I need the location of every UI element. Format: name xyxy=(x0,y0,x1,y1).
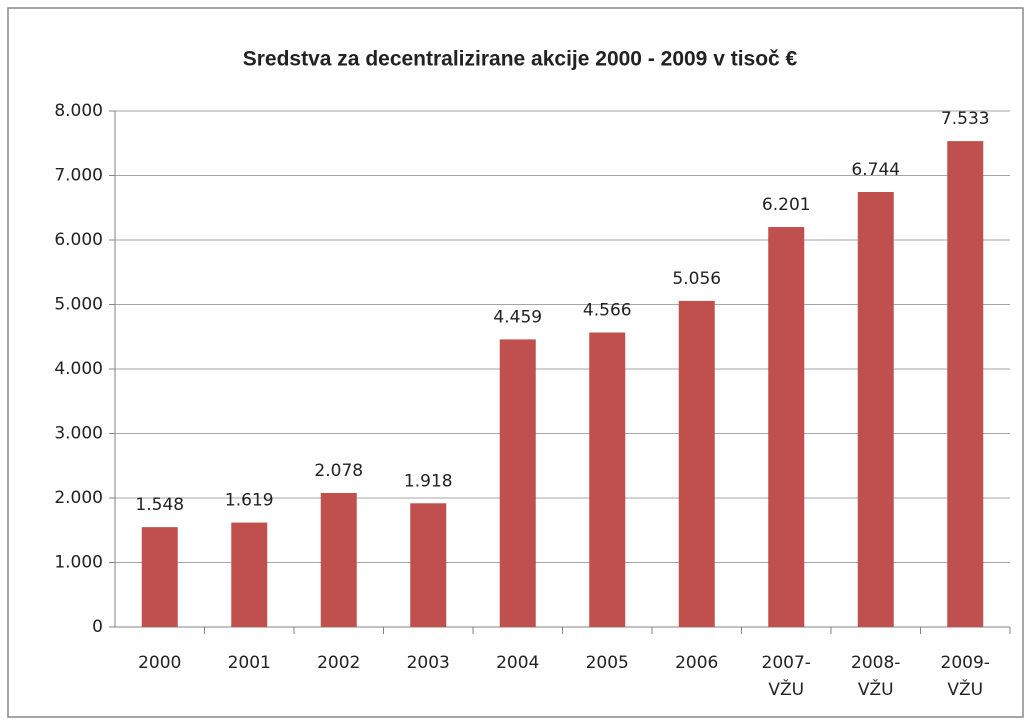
data-label: 1.548 xyxy=(135,495,184,515)
bar xyxy=(231,522,268,627)
bar xyxy=(499,339,536,627)
x-tick-label: 2005 xyxy=(586,653,629,673)
y-tick-label: 0 xyxy=(92,617,103,637)
y-tick-label: 7.000 xyxy=(54,166,103,186)
x-tick-label: 2003 xyxy=(407,653,450,673)
bar xyxy=(589,332,626,627)
bar xyxy=(768,227,805,627)
chart-title: Sredstva za decentralizirane akcije 2000… xyxy=(243,48,798,71)
y-tick-label: 6.000 xyxy=(54,230,103,250)
bar xyxy=(141,527,178,627)
y-tick-label: 2.000 xyxy=(54,488,103,508)
data-label: 1.619 xyxy=(225,491,274,511)
data-label: 6.744 xyxy=(851,160,900,180)
x-tick-label: 2000 xyxy=(138,653,181,673)
bar xyxy=(410,503,447,627)
data-label: 7.533 xyxy=(941,109,990,129)
data-label: 2.078 xyxy=(314,461,363,481)
data-label: 4.566 xyxy=(583,300,632,320)
y-tick-label: 3.000 xyxy=(54,424,103,444)
x-tick-label: 2006 xyxy=(675,653,718,673)
y-tick-label: 4.000 xyxy=(54,359,103,379)
bar xyxy=(320,492,357,627)
data-label: 6.201 xyxy=(762,195,811,215)
y-tick-label: 5.000 xyxy=(54,295,103,315)
x-tick-label: 2007-VŽU xyxy=(762,653,811,700)
data-label: 4.459 xyxy=(493,307,542,327)
y-tick-label: 1.000 xyxy=(54,553,103,573)
bar xyxy=(947,141,984,627)
data-label: 5.056 xyxy=(672,269,721,289)
x-tick-label: 2008-VŽU xyxy=(851,653,900,700)
bar xyxy=(678,300,715,627)
y-tick-label: 8.000 xyxy=(54,101,103,121)
x-tick-label: 2004 xyxy=(496,653,539,673)
data-label: 1.918 xyxy=(404,471,453,491)
x-tick-label: 2002 xyxy=(317,653,360,673)
bar xyxy=(857,192,894,627)
x-tick-label: 2009-VŽU xyxy=(941,653,990,700)
x-tick-label: 2001 xyxy=(228,653,271,673)
